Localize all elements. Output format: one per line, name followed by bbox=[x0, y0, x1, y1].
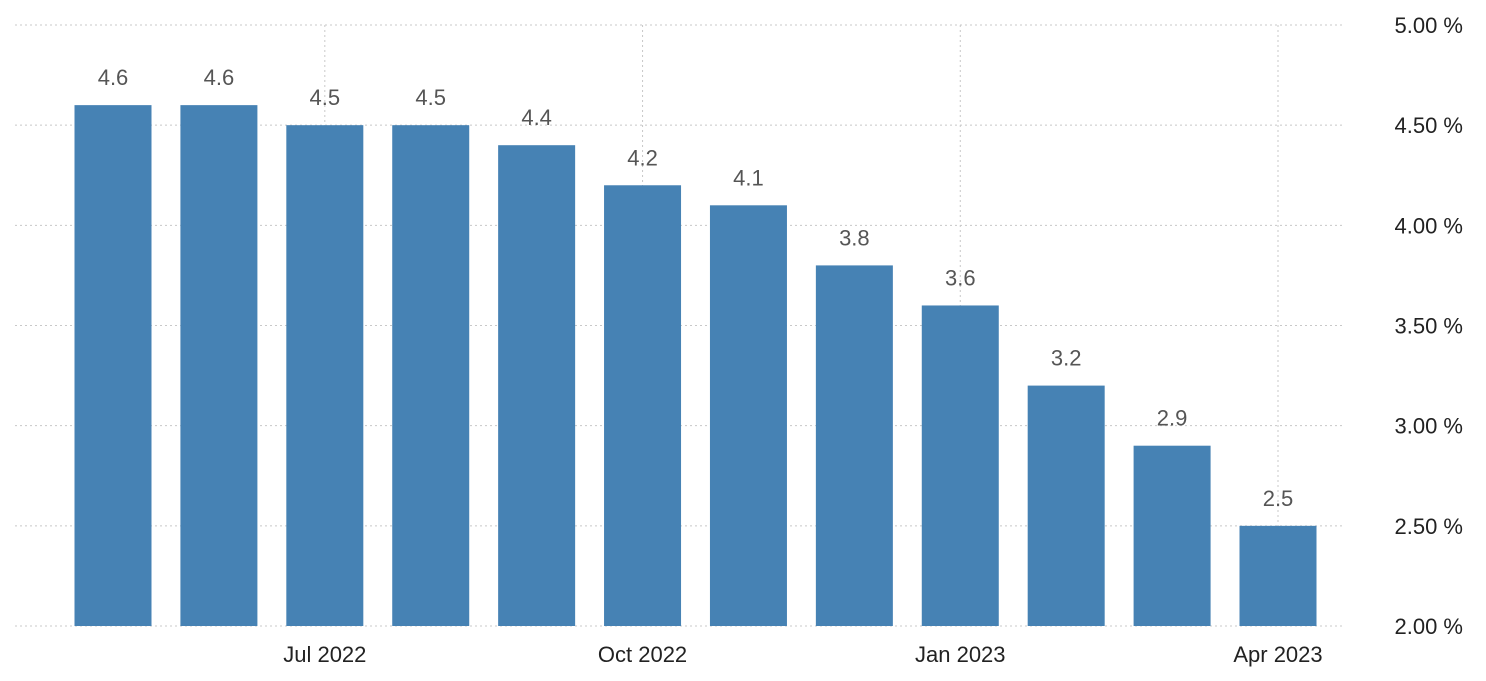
y-tick-label: 3.00 % bbox=[1395, 414, 1464, 439]
bar-value-label: 3.8 bbox=[839, 225, 870, 250]
bar bbox=[1133, 445, 1211, 626]
bar bbox=[498, 145, 576, 626]
data-labels: 4.6 4.6 4.5 4.5 4.4 4.2 4.1 3.8 3.6 3.2 2.9 2.5 bbox=[98, 65, 1294, 511]
bar bbox=[180, 105, 258, 627]
y-tick-label: 5.00 % bbox=[1395, 13, 1464, 38]
bar-value-label: 3.2 bbox=[1051, 346, 1082, 371]
bar-value-label: 4.2 bbox=[627, 145, 658, 170]
y-axis: 2.00 % 2.50 % 3.00 % 3.50 % 4.00 % 4.50 % 5.00… bbox=[1395, 13, 1464, 639]
bar bbox=[1239, 525, 1317, 626]
bar bbox=[286, 125, 364, 627]
x-tick-label: Oct 2022 bbox=[598, 642, 687, 667]
bar-value-label: 4.4 bbox=[521, 105, 552, 130]
y-tick-label: 4.50 % bbox=[1395, 113, 1464, 138]
y-tick-label: 2.50 % bbox=[1395, 514, 1464, 539]
bar bbox=[1027, 385, 1105, 626]
bar bbox=[604, 185, 682, 626]
bar bbox=[921, 305, 999, 626]
bar-value-label: 2.9 bbox=[1157, 406, 1188, 431]
bar-value-label: 4.6 bbox=[98, 65, 129, 90]
bar bbox=[74, 105, 152, 627]
y-tick-label: 3.50 % bbox=[1395, 314, 1464, 339]
bar-value-label: 2.5 bbox=[1263, 486, 1294, 511]
bar-value-label: 3.6 bbox=[945, 265, 976, 290]
bar-value-label: 4.5 bbox=[310, 85, 341, 110]
bars bbox=[74, 105, 1317, 627]
x-tick-label: Jan 2023 bbox=[915, 642, 1006, 667]
bar-value-label: 4.1 bbox=[733, 165, 764, 190]
x-tick-label: Jul 2022 bbox=[283, 642, 366, 667]
bar-value-label: 4.6 bbox=[204, 65, 235, 90]
bar bbox=[709, 205, 787, 627]
bar bbox=[815, 265, 893, 626]
bar-value-label: 4.5 bbox=[415, 85, 446, 110]
y-tick-label: 2.00 % bbox=[1395, 614, 1464, 639]
bar bbox=[392, 125, 470, 627]
x-axis: Jul 2022 Oct 2022 Jan 2023 Apr 2023 bbox=[283, 642, 1322, 667]
x-tick-label: Apr 2023 bbox=[1233, 642, 1322, 667]
y-tick-label: 4.00 % bbox=[1395, 213, 1464, 238]
